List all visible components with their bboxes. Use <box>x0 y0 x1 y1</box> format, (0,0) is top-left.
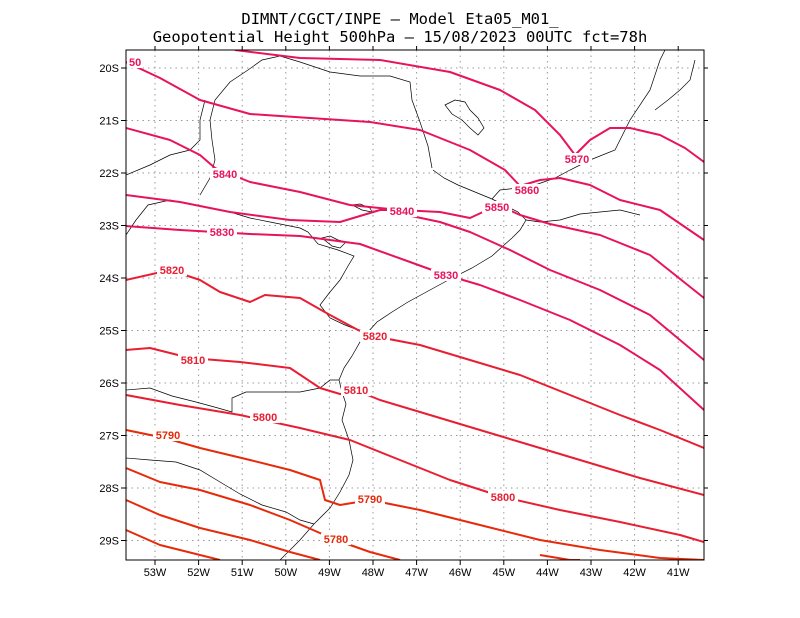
y-tick-label: 29S <box>99 536 119 548</box>
y-tick-label: 22S <box>99 168 119 180</box>
contour-label-5790: 5790 <box>358 494 382 506</box>
contour-label-5820: 5820 <box>363 331 387 343</box>
contour-line-5840 <box>401 213 704 361</box>
x-tick-label: 44W <box>536 567 559 579</box>
x-tick-label: 50W <box>274 567 297 579</box>
contour-line-5800 <box>126 394 704 543</box>
contour-label-5830: 5830 <box>434 270 458 282</box>
state-border-pr-sc <box>126 379 339 413</box>
title-line-2: Geopotential Height 500hPa – 15/08/2023 … <box>153 28 648 46</box>
contour-label-5860: 5860 <box>515 185 539 197</box>
contour-label-bg <box>157 264 187 276</box>
contour-label-5850: 5850 <box>485 202 509 214</box>
x-tick-label: 48W <box>362 567 385 579</box>
contour-labels: 5780 5790 5790 5800 5800 5810 5810 5820 5820 5830… <box>127 56 592 546</box>
geopotential-contours <box>126 50 704 560</box>
y-tick-label: 20S <box>99 63 119 75</box>
coastline-and-borders <box>126 50 696 560</box>
contour-line-5770 <box>126 529 221 560</box>
contour-label-bg <box>178 354 208 366</box>
y-tick-label: 21S <box>99 116 119 128</box>
northwest-border <box>126 99 206 176</box>
y-tick-label: 25S <box>99 326 119 338</box>
contour-label-5790: 5790 <box>156 430 180 442</box>
contour-label-bg <box>153 429 183 441</box>
contour-line-5790 <box>539 554 580 560</box>
contour-line-5860 <box>126 61 704 241</box>
contour-label-bg <box>250 411 280 423</box>
axis-ticks: 53W 52W 51W 50W 49W 48W 47W 46W 45W 44W 43W 42W 41W 2… <box>99 46 708 579</box>
x-tick-label: 46W <box>449 567 472 579</box>
contour-label-5800: 5800 <box>253 412 277 424</box>
contour-label-bg <box>482 201 512 213</box>
contour-label-5780: 5780 <box>324 534 348 546</box>
state-border-sc-rs <box>126 457 315 525</box>
contour-line-5840 <box>126 194 402 223</box>
contour-label-5810: 5810 <box>344 385 368 397</box>
contour-line-5790 <box>126 429 704 560</box>
x-tick-label: 49W <box>318 567 341 579</box>
y-tick-label: 23S <box>99 221 119 233</box>
x-tick-label: 47W <box>405 567 428 579</box>
contour-line-5870 <box>234 50 704 163</box>
x-tick-label: 43W <box>580 567 603 579</box>
partial-label-bg <box>127 56 143 68</box>
contour-label-partial: 50 <box>129 57 141 69</box>
y-tick-label: 28S <box>99 483 119 495</box>
y-tick-label: 26S <box>99 378 119 390</box>
contour-line-5850 <box>126 127 704 299</box>
y-tick-label: 27S <box>99 431 119 443</box>
contour-line-5810 <box>126 347 704 496</box>
contour-label-5810: 5810 <box>181 355 205 367</box>
contour-label-5840: 5840 <box>390 206 414 218</box>
contour-label-bg <box>387 205 417 217</box>
contour-label-bg <box>512 184 542 196</box>
state-border-rj-sp <box>525 209 641 223</box>
x-tick-label: 42W <box>623 567 646 579</box>
contour-label-bg <box>207 226 237 238</box>
contour-label-5870: 5870 <box>565 154 589 166</box>
contour-line-5830 <box>126 225 704 411</box>
contour-label-bg <box>562 153 592 165</box>
state-border-sp-pr <box>299 227 369 333</box>
contour-label-bg <box>321 533 351 545</box>
title-line-1: DIMNT/CGCT/INPE – Model Eta05_M01_ <box>241 10 559 28</box>
contour-line-5820 <box>126 269 704 449</box>
reservoir-furnas <box>444 99 485 136</box>
contour-label-5800: 5800 <box>491 492 515 504</box>
x-tick-label: 45W <box>492 567 515 579</box>
contour-label-bg <box>431 269 461 281</box>
plot-frame <box>125 49 705 561</box>
contour-line-5780 <box>126 499 321 560</box>
lat-lon-grid <box>126 50 704 560</box>
reservoir-north <box>350 203 373 213</box>
contour-label-bg <box>488 491 518 503</box>
x-tick-label: 41W <box>667 567 690 579</box>
x-tick-label: 51W <box>231 567 254 579</box>
state-border-mg-rj <box>491 50 666 200</box>
x-tick-label: 52W <box>187 567 210 579</box>
x-tick-label: 53W <box>144 567 167 579</box>
contour-label-bg <box>355 493 385 505</box>
contour-label-5840: 5840 <box>213 169 237 181</box>
state-border-es <box>654 59 696 111</box>
contour-label-bg <box>341 384 371 396</box>
contour-line-5780 <box>126 467 401 560</box>
contour-label-5830: 5830 <box>210 227 234 239</box>
contour-label-bg <box>210 168 240 180</box>
contour-label-5820: 5820 <box>160 265 184 277</box>
y-tick-label: 24S <box>99 273 119 285</box>
contour-label-bg <box>360 330 390 342</box>
